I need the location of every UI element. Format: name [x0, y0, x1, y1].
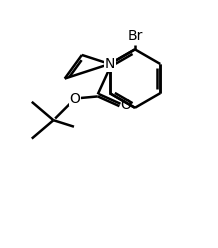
Text: O: O — [70, 92, 80, 106]
Text: Br: Br — [127, 30, 143, 43]
Text: N: N — [104, 57, 115, 71]
Text: O: O — [120, 98, 131, 112]
